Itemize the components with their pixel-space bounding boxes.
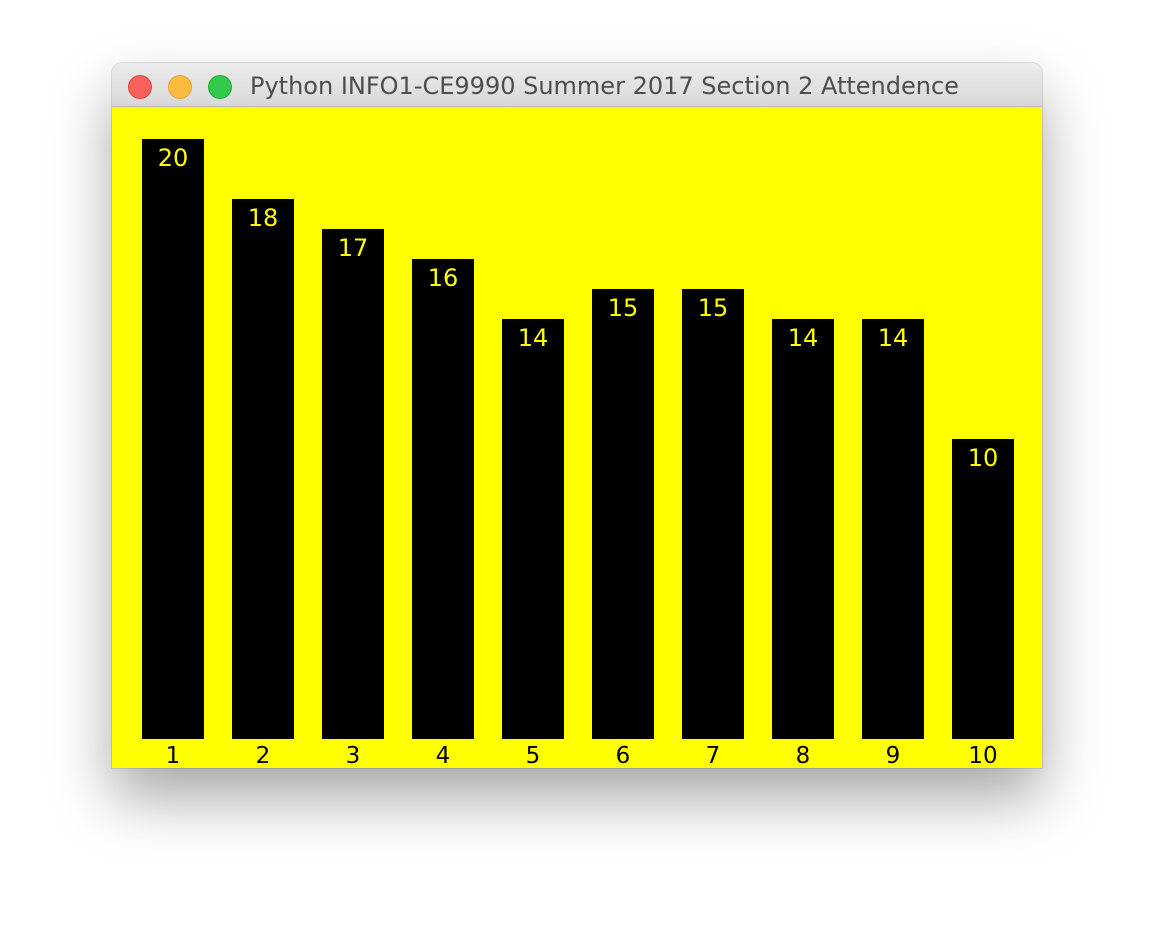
bar-value-label: 14 [518, 324, 549, 352]
bar-value-label: 18 [248, 204, 279, 232]
zoom-button[interactable] [208, 75, 232, 99]
bar-7 [682, 289, 744, 739]
bar-8 [772, 319, 834, 739]
x-tick-label: 6 [616, 743, 631, 768]
bar-value-label: 15 [698, 294, 729, 322]
window-title: Python INFO1-CE9990 Summer 2017 Section … [250, 72, 959, 100]
bar-value-label: 14 [878, 324, 909, 352]
x-tick-label: 9 [886, 743, 901, 768]
bar-value-label: 10 [968, 444, 999, 472]
bar-chart: 20 1 18 2 17 3 16 4 14 5 15 6 15 7 14 8 14 9 10 10 [142, 139, 1014, 768]
x-tick-label: 8 [796, 743, 811, 768]
bar-1 [142, 139, 204, 739]
x-tick-label: 5 [526, 743, 541, 768]
x-tick-label: 3 [346, 743, 361, 768]
x-tick-label: 1 [166, 743, 181, 768]
bar-9 [862, 319, 924, 739]
close-button[interactable] [128, 75, 152, 99]
bar-3 [322, 229, 384, 739]
bar-value-label: 16 [428, 264, 459, 292]
bar-value-label: 15 [608, 294, 639, 322]
bar-value-label: 14 [788, 324, 819, 352]
minimize-button[interactable] [168, 75, 192, 99]
bar-5 [502, 319, 564, 739]
x-tick-label: 2 [256, 743, 271, 768]
x-tick-label: 10 [968, 743, 997, 768]
bar-10 [952, 439, 1014, 739]
bar-4 [412, 259, 474, 739]
chart-canvas: 20 1 18 2 17 3 16 4 14 5 15 6 15 7 14 8 14 9 10 10 [112, 107, 1042, 768]
bar-value-label: 20 [158, 144, 189, 172]
x-tick-label: 7 [706, 743, 721, 768]
title-bar[interactable]: Python INFO1-CE9990 Summer 2017 Section … [112, 63, 1042, 107]
bar-6 [592, 289, 654, 739]
bar-value-label: 17 [338, 234, 369, 262]
x-tick-label: 4 [436, 743, 451, 768]
bar-2 [232, 199, 294, 739]
app-window: Python INFO1-CE9990 Summer 2017 Section … [112, 63, 1042, 768]
